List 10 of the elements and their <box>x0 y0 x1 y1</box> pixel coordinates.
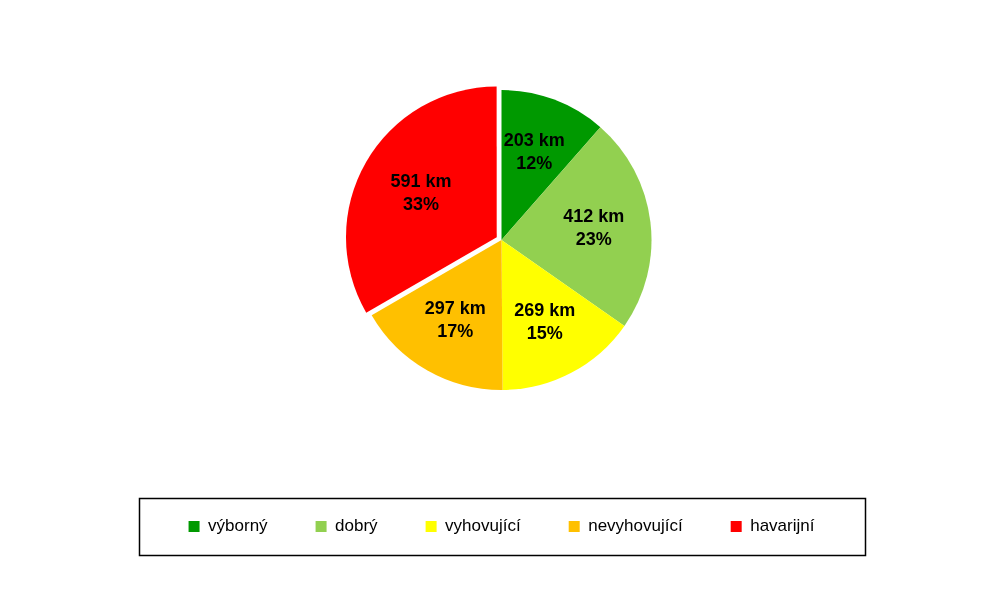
legend-label: vyhovující <box>445 516 521 536</box>
legend-label: dobrý <box>335 516 379 536</box>
legend-label: výborný <box>208 516 269 536</box>
data-label: 412 km 23% <box>563 206 625 250</box>
legend-label: havarijní <box>750 516 815 536</box>
data-label: 297 km 17% <box>424 298 486 342</box>
data-label: 203 km 12% <box>503 130 565 174</box>
legend-label: nevyhovující <box>588 516 683 536</box>
data-label: 269 km 15% <box>514 299 576 343</box>
data-label: 591 km 33% <box>390 171 452 215</box>
